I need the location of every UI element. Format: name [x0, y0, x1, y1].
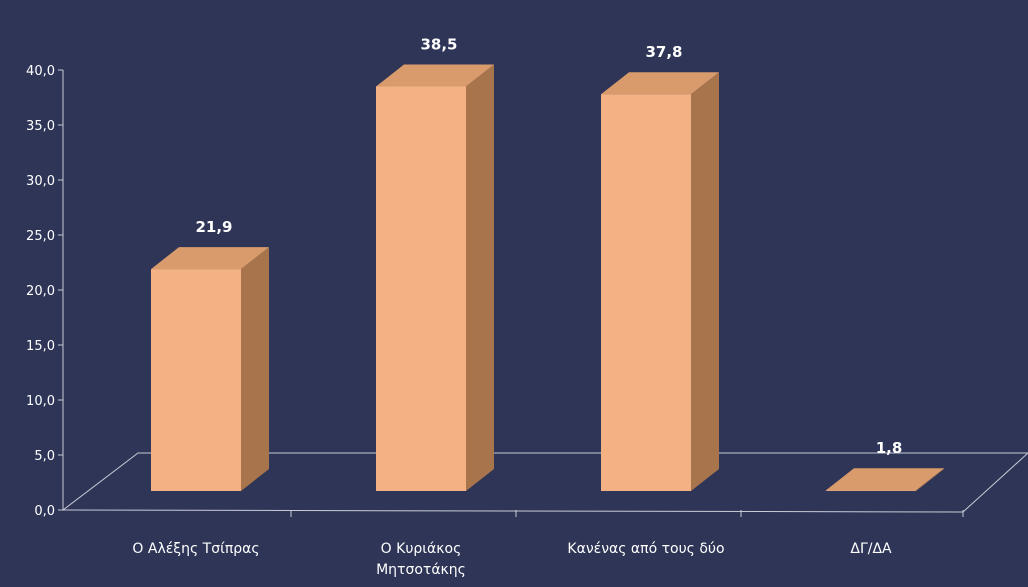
floor-outline — [62, 452, 1028, 513]
bar-top — [601, 72, 719, 95]
axes-layer: 0,0 5,0 10,0 15,0 20,0 25,0 30,0 35,0 40,0 — [26, 64, 1028, 519]
bar-top — [376, 64, 494, 87]
bar-front — [151, 269, 241, 491]
bars-layer — [151, 64, 944, 491]
bar-front — [601, 94, 691, 491]
y-tick-label: 0,0 — [34, 504, 55, 519]
y-tick-label: 25,0 — [26, 229, 55, 244]
bar-top — [151, 247, 269, 270]
data-label: 37,8 — [645, 43, 682, 61]
y-tick-label: 30,0 — [26, 174, 55, 189]
bar-top — [826, 468, 944, 491]
x-category-label-line: Ο Κυριάκος — [381, 541, 462, 557]
y-tick-label: 5,0 — [34, 449, 55, 464]
x-category-label: ΔΓ/ΔΑ — [850, 541, 892, 557]
x-category-label-line: ΔΓ/ΔΑ — [850, 541, 892, 557]
x-category-label-line: Ο Αλέξης Τσίπρας — [132, 541, 259, 557]
bar — [826, 468, 944, 491]
x-category-label: Κανένας από τους δύο — [567, 541, 724, 557]
bar — [601, 72, 719, 491]
bar-side — [916, 468, 944, 491]
x-axis-line — [62, 509, 964, 513]
bar — [376, 64, 494, 491]
y-tick-label: 40,0 — [26, 64, 55, 79]
x-category-label: Ο Κυριάκος Μητσοτάκης — [376, 541, 466, 578]
y-tick-label: 10,0 — [26, 394, 55, 409]
bar — [151, 247, 269, 491]
bar-side — [466, 64, 494, 491]
x-category-label: Ο Αλέξης Τσίπρας — [132, 541, 259, 557]
x-category-label-line: Κανένας από τους δύο — [567, 541, 724, 557]
labels-layer: 21,9 Ο Αλέξης Τσίπρας 38,5 Ο Κυριάκος Μητσοτ… — [132, 36, 902, 579]
bar-side — [241, 247, 269, 491]
y-tick-label: 35,0 — [26, 119, 55, 134]
bar-front — [826, 490, 916, 491]
data-label: 1,8 — [876, 439, 903, 457]
x-category-label-line: Μητσοτάκης — [376, 562, 466, 578]
bar-side — [691, 72, 719, 491]
data-label: 38,5 — [420, 36, 457, 54]
bar-front — [376, 86, 466, 491]
y-tick-label: 20,0 — [26, 284, 55, 299]
data-label: 21,9 — [195, 218, 232, 236]
y-tick-label: 15,0 — [26, 339, 55, 354]
